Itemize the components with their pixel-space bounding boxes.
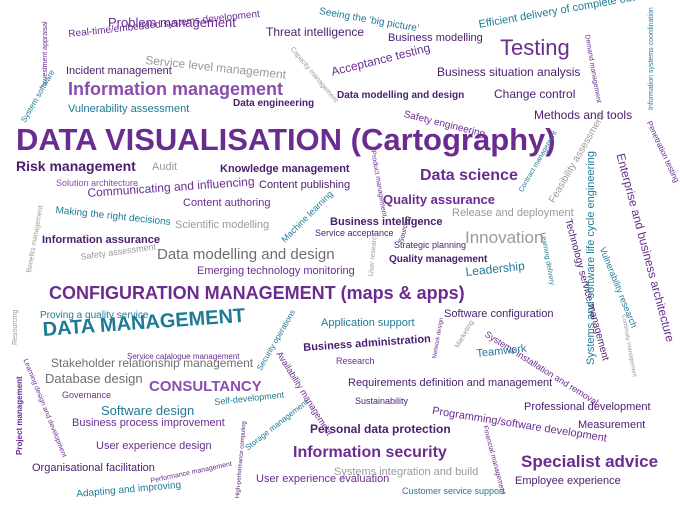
word: Application support xyxy=(321,317,415,329)
word: Data science xyxy=(420,167,518,184)
word: Service catalogue management xyxy=(127,352,240,361)
word: Threat intelligence xyxy=(266,25,365,39)
word: Innovation xyxy=(465,228,544,247)
word: CONFIGURATION MANAGEMENT (maps & apps) xyxy=(49,283,465,303)
word: Organisational facilitation xyxy=(32,462,155,474)
word: User experience design xyxy=(96,440,212,452)
word: System software xyxy=(19,68,57,124)
word: Risk management xyxy=(16,158,136,174)
word: Data modelling and design xyxy=(337,90,465,101)
word: Employee experience xyxy=(515,475,621,487)
word: Efficient delivery of complete outcomes xyxy=(477,0,668,31)
word: Business modelling xyxy=(388,32,483,44)
word: Content publishing xyxy=(259,179,351,191)
word: Penetration testing xyxy=(644,119,680,184)
word: Testing xyxy=(500,35,570,60)
word: Business intelligence xyxy=(330,216,443,228)
word: Making the right decisions xyxy=(54,205,172,229)
word: Scientific modelling xyxy=(175,219,270,231)
word: Knowledge management xyxy=(220,163,350,175)
word: Governance xyxy=(62,390,112,400)
word: Vulnerability assessment xyxy=(68,103,190,115)
word: Incident management xyxy=(66,65,172,77)
word: Change control xyxy=(494,87,576,101)
word: Specialist advice xyxy=(521,452,659,471)
word: Personal data protection xyxy=(310,422,451,436)
word: Software design xyxy=(101,403,195,418)
word: Business situation analysis xyxy=(437,65,581,79)
word: Measurement xyxy=(578,419,646,431)
word: Methods and tools xyxy=(534,108,633,122)
word: Information assurance xyxy=(42,234,160,246)
word: Learning delivery xyxy=(539,232,556,286)
word: Professional development xyxy=(524,401,651,413)
word: Demand management xyxy=(583,34,603,104)
word: Research xyxy=(336,356,375,366)
word: Business process improvement xyxy=(72,417,225,429)
word: Stakeholder relationship management xyxy=(51,356,254,370)
word: Quality assurance xyxy=(383,192,495,207)
word: Database design xyxy=(45,371,143,386)
word: CONSULTANCY xyxy=(149,378,262,395)
word: Adapting and improving xyxy=(75,479,182,500)
word: Systems integration and build xyxy=(334,466,479,478)
word: User research xyxy=(368,232,379,277)
word: Proving a quality service xyxy=(40,310,149,321)
word: High-performance computing xyxy=(235,420,248,499)
word: Problem management xyxy=(108,15,236,30)
word: Project management xyxy=(15,376,24,455)
word: Audit xyxy=(152,161,178,173)
word: Acceptance testing xyxy=(329,40,432,79)
word: Financial management xyxy=(481,425,507,496)
word: Systems installation and removal xyxy=(483,329,601,408)
word: Business administration xyxy=(302,333,432,354)
word: Data engineering xyxy=(233,98,315,109)
word: Content authoring xyxy=(183,197,271,209)
word: Data modelling and design xyxy=(157,246,335,263)
word: Feasibility assessment xyxy=(547,112,607,205)
word: User experience evaluation xyxy=(256,473,390,485)
word: Information systems coordination xyxy=(648,7,655,110)
word: Service acceptance xyxy=(315,228,394,238)
word: Sustainability xyxy=(355,396,409,406)
word: Information management xyxy=(68,79,284,99)
word: Product management xyxy=(369,150,388,218)
word: Marketing xyxy=(454,319,476,350)
word: Requirements definition and management xyxy=(348,377,553,389)
word: Solution architecture xyxy=(56,178,139,188)
word: Resourcing xyxy=(12,309,19,345)
word: Performance management xyxy=(150,460,233,485)
word: Vulnerability research xyxy=(597,245,640,330)
word: DATA VISUALISATION (Cartography) xyxy=(16,122,556,157)
word: Information security xyxy=(293,444,447,461)
word: Software configuration xyxy=(444,308,554,320)
word: Customer service support xyxy=(402,486,505,496)
word: Network design xyxy=(432,317,446,360)
word: Strategic planning xyxy=(394,240,467,250)
word: Emerging technology monitoring xyxy=(197,265,355,277)
word: Quality management xyxy=(389,254,488,265)
word: Release and deployment xyxy=(452,207,574,219)
